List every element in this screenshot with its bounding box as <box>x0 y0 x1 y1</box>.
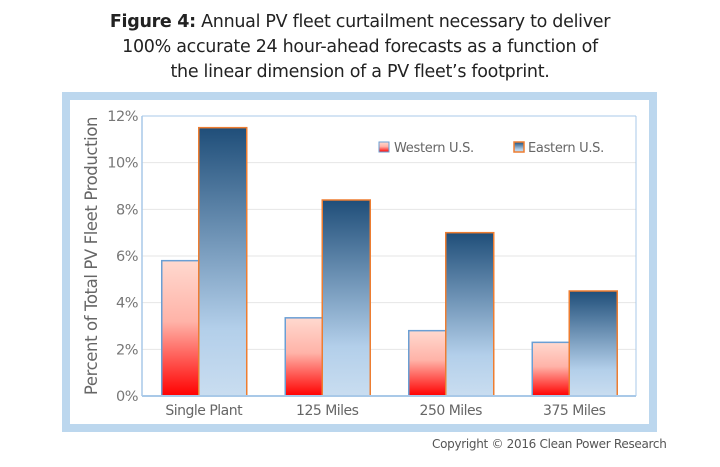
bar-eastern <box>568 290 618 397</box>
y-tick-label: 8% <box>116 202 138 218</box>
caption-line-2: 100% accurate 24 hour-ahead forecasts as… <box>122 37 598 57</box>
bars <box>161 126 618 397</box>
caption-text-1: Annual PV fleet curtailment necessary to… <box>195 12 611 32</box>
y-tick-label: 0% <box>116 389 138 405</box>
x-tick-labels: Single Plant 125 Miles 250 Miles 375 Miles <box>165 403 606 419</box>
caption-label: Figure 4: <box>109 12 196 32</box>
bar-eastern <box>198 126 248 397</box>
legend-swatch-eastern <box>513 141 525 153</box>
y-tick-labels: 0% 2% 4% 6% 8% 10% 12% <box>107 109 138 405</box>
x-tick-label: 375 Miles <box>543 403 606 419</box>
bar-western <box>408 329 447 397</box>
y-tick-label: 10% <box>107 156 138 172</box>
bar-western <box>531 341 570 397</box>
y-tick-label: 12% <box>107 109 138 125</box>
x-tick-label: Single Plant <box>165 403 243 419</box>
legend: Western U.S. Eastern U.S. <box>378 141 604 156</box>
bar-western <box>161 259 200 397</box>
y-tick-label: 2% <box>116 342 138 358</box>
copyright-notice: Copyright © 2016 Clean Power Research <box>432 437 667 451</box>
caption-line-3: the linear dimension of a PV fleet’s foo… <box>170 62 550 82</box>
legend-label-eastern: Eastern U.S. <box>528 141 604 156</box>
legend-swatch-western <box>378 141 390 153</box>
x-tick-label: 125 Miles <box>296 403 359 419</box>
y-tick-label: 6% <box>116 249 138 265</box>
axes <box>141 115 637 397</box>
y-axis-label: Percent of Total PV Fleet Production <box>82 117 101 395</box>
bar-eastern <box>321 199 371 397</box>
bar-western <box>284 317 323 397</box>
x-tick-label: 250 Miles <box>420 403 483 419</box>
legend-label-western: Western U.S. <box>394 141 474 156</box>
y-tick-label: 4% <box>116 296 138 312</box>
figure-caption: Figure 4: Annual PV fleet curtailment ne… <box>0 10 720 85</box>
caption-line-1: Figure 4: Annual PV fleet curtailment ne… <box>0 10 720 35</box>
bar-eastern <box>445 231 495 397</box>
